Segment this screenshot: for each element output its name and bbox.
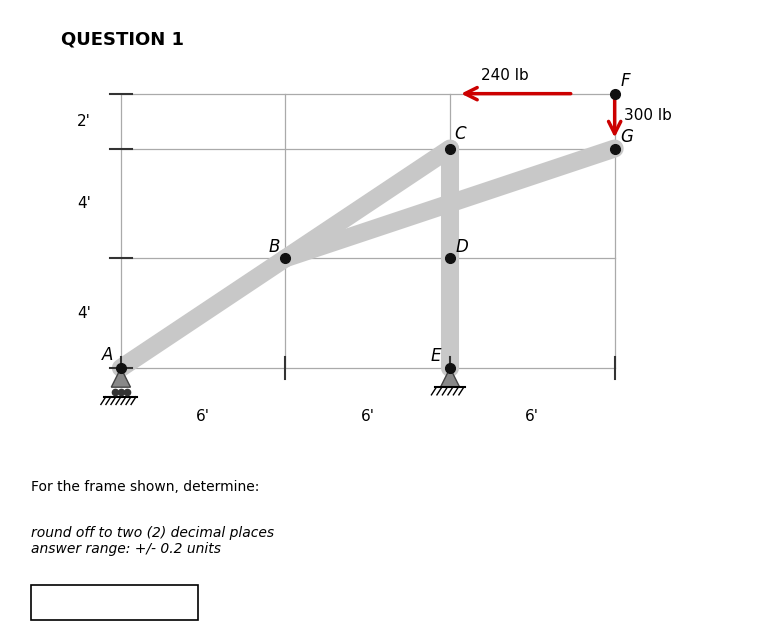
Text: 6': 6' [361,409,375,424]
Text: F: F [620,71,629,90]
Text: 4': 4' [77,305,91,320]
Text: 6': 6' [196,409,210,424]
Text: G: G [620,128,633,146]
Text: C: C [454,125,466,143]
Text: 4': 4' [77,196,91,211]
Text: QUESTION 1: QUESTION 1 [60,31,184,48]
Polygon shape [111,368,130,387]
Text: A: A [101,346,113,364]
Polygon shape [440,368,459,387]
Text: round off to two (2) decimal places
answer range: +/- 0.2 units: round off to two (2) decimal places answ… [31,526,274,556]
Text: 2': 2' [77,113,91,129]
Text: E: E [431,347,441,365]
Text: For the frame shown, determine:: For the frame shown, determine: [31,480,259,494]
Text: 6': 6' [526,409,539,424]
Text: B: B [269,238,281,256]
Text: D: D [456,238,468,256]
FancyBboxPatch shape [31,584,198,621]
Text: 240 lb: 240 lb [481,68,529,83]
Text: 300 lb: 300 lb [624,108,672,123]
